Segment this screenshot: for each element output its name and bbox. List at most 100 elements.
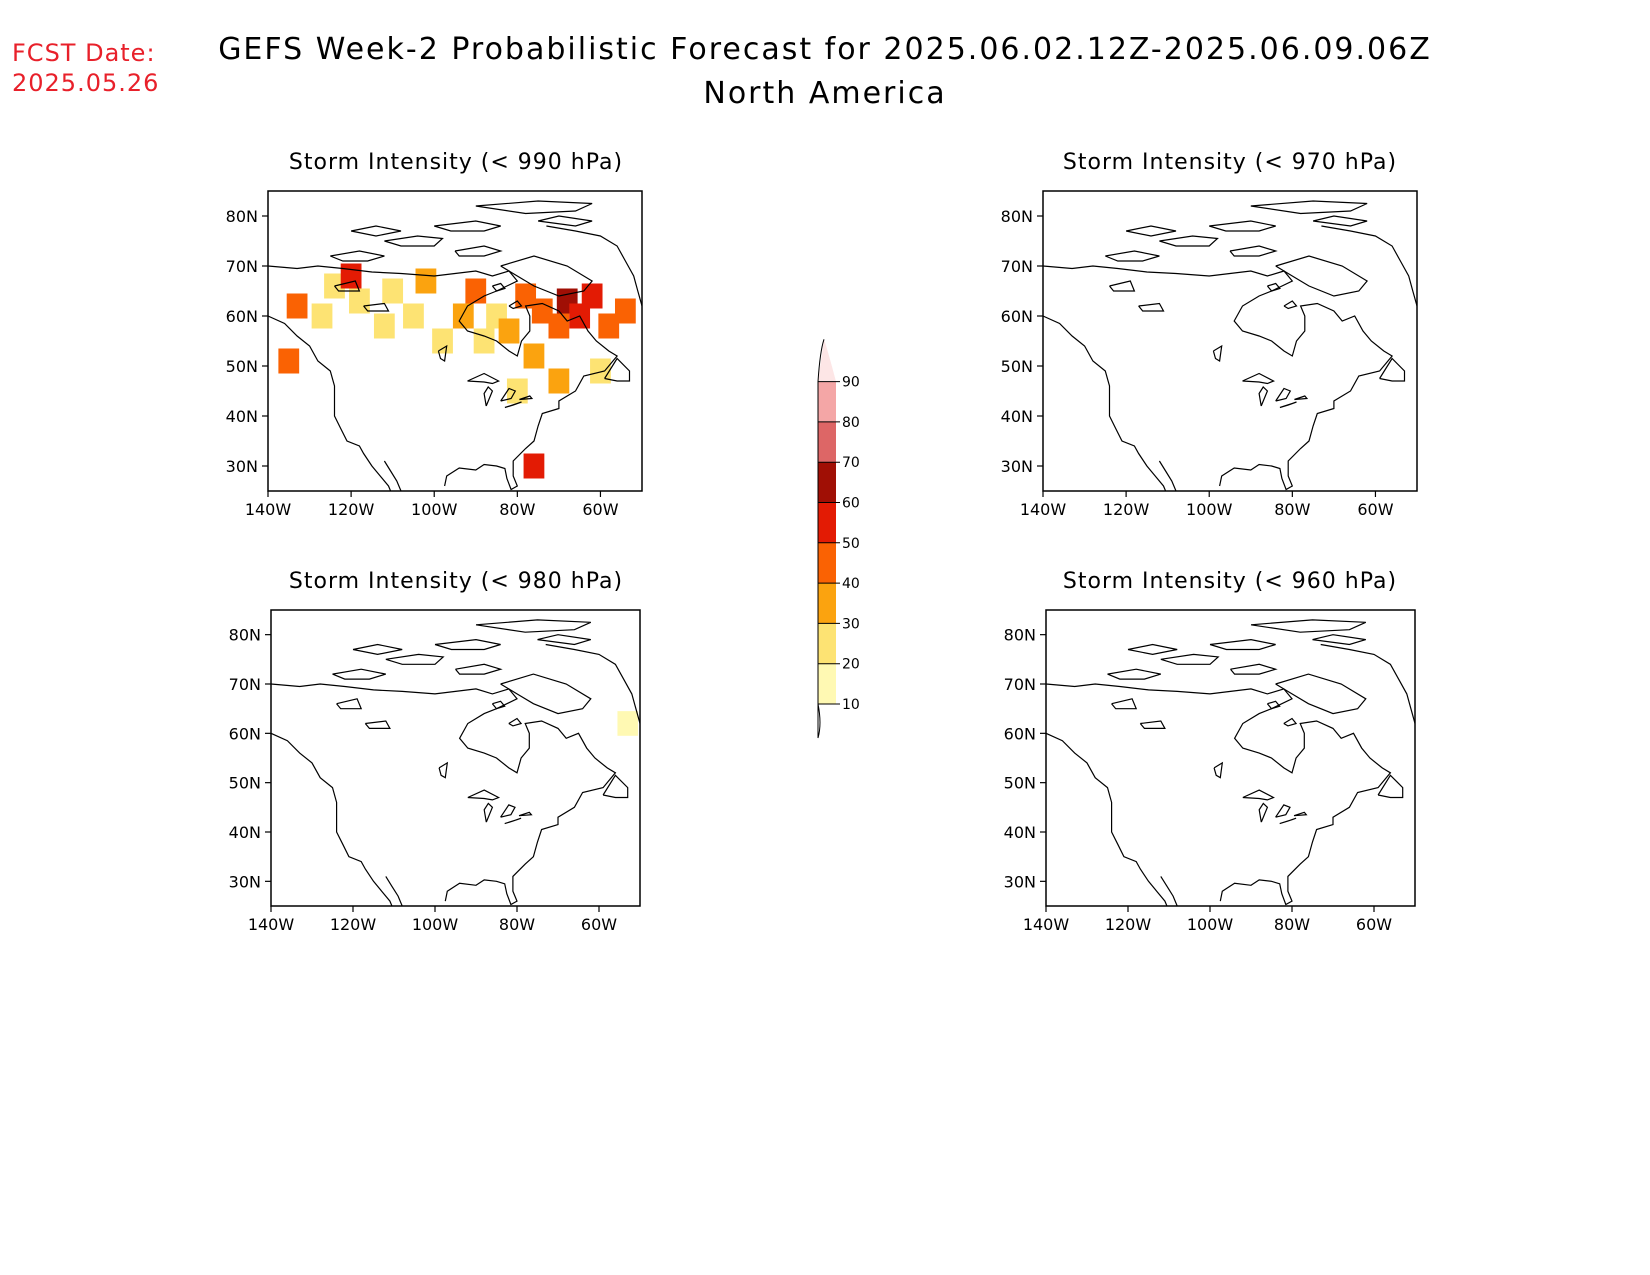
colorbar-swatch bbox=[818, 542, 836, 584]
coastline bbox=[1160, 653, 1220, 665]
colorbar-swatch bbox=[818, 339, 836, 382]
coastline bbox=[1250, 200, 1368, 215]
coastline bbox=[385, 876, 403, 906]
lon-tick-label: 100W bbox=[412, 915, 459, 934]
lon-tick-label: 120W bbox=[1103, 500, 1150, 519]
colorbar-label: 60 bbox=[842, 496, 860, 512]
coastline bbox=[1230, 663, 1278, 675]
coastline bbox=[508, 717, 523, 727]
probability-cell bbox=[548, 368, 570, 394]
coastline bbox=[1258, 802, 1269, 823]
probability-cell bbox=[590, 358, 611, 384]
lon-tick-label: 140W bbox=[1023, 915, 1070, 934]
coastline bbox=[383, 460, 402, 491]
lon-tick-label: 100W bbox=[411, 500, 458, 519]
coastline bbox=[454, 245, 503, 257]
probability-cell bbox=[311, 303, 333, 329]
lon-tick-label: 120W bbox=[1105, 915, 1152, 934]
colorbar: 10 20 30 40 50 60 70 80 90 bbox=[817, 339, 860, 739]
coastline bbox=[268, 315, 392, 491]
probability-cell bbox=[548, 313, 570, 339]
coastline bbox=[271, 683, 617, 906]
coastline bbox=[1159, 235, 1219, 247]
probability-cell bbox=[278, 348, 300, 374]
probability-cell bbox=[340, 263, 362, 289]
coastline bbox=[1209, 638, 1276, 651]
coastline bbox=[336, 698, 363, 710]
lon-tick-label: 60W bbox=[581, 915, 617, 934]
coastline bbox=[504, 401, 522, 409]
panel-title-970: Storm Intensity (< 970 hPa) bbox=[1062, 150, 1398, 175]
map-frame bbox=[1042, 190, 1418, 492]
coastline bbox=[491, 282, 506, 292]
probability-cell bbox=[581, 283, 603, 309]
colorbar-swatch bbox=[818, 502, 836, 543]
probability-cell bbox=[617, 711, 638, 736]
lat-tick-label: 60N bbox=[1001, 307, 1033, 326]
coastline bbox=[1250, 619, 1367, 633]
colorbar-swatch bbox=[818, 462, 836, 503]
probability-cell bbox=[382, 278, 404, 304]
coastline bbox=[1275, 673, 1367, 715]
coastline bbox=[1312, 634, 1366, 646]
coastline bbox=[434, 638, 501, 651]
lat-tick-label: 80N bbox=[1004, 626, 1036, 645]
lat-tick-label: 40N bbox=[1001, 407, 1033, 426]
coastline bbox=[332, 668, 386, 680]
lat-tick-label: 70N bbox=[229, 675, 261, 694]
coastline bbox=[1111, 698, 1138, 710]
coastline bbox=[1293, 811, 1308, 817]
coastline bbox=[500, 387, 517, 402]
coastline bbox=[467, 372, 501, 385]
coastline bbox=[437, 344, 448, 362]
lon-tick-label: 120W bbox=[330, 915, 377, 934]
colorbar-label: 20 bbox=[842, 657, 860, 673]
colorbar-label: 90 bbox=[842, 375, 860, 391]
probability-cell bbox=[324, 273, 345, 299]
coastline bbox=[491, 700, 506, 710]
forecast-date: FCST Date: 2025.05.26 bbox=[12, 38, 159, 98]
probability-cell bbox=[473, 328, 495, 354]
coastline bbox=[500, 804, 516, 818]
probability-cell bbox=[403, 303, 424, 329]
lat-tick-label: 50N bbox=[1004, 774, 1036, 793]
lat-tick-label: 50N bbox=[229, 774, 261, 793]
coastline bbox=[384, 235, 444, 247]
coastline bbox=[1212, 344, 1223, 362]
coastline bbox=[330, 250, 385, 262]
coastline bbox=[518, 811, 533, 817]
coastline bbox=[1377, 774, 1404, 799]
probability-cell bbox=[452, 303, 474, 329]
coastline bbox=[1320, 643, 1415, 724]
colorbar-label: 70 bbox=[842, 455, 860, 471]
probability-cell bbox=[432, 328, 453, 354]
coastline bbox=[1043, 315, 1167, 491]
coastline bbox=[438, 761, 449, 779]
coastline bbox=[483, 386, 494, 407]
lat-tick-label: 60N bbox=[1004, 724, 1036, 743]
coastline bbox=[1258, 386, 1269, 407]
coastline bbox=[475, 200, 593, 215]
lon-tick-label: 60W bbox=[1356, 915, 1392, 934]
probability-cell bbox=[523, 343, 545, 369]
probability-cell bbox=[523, 453, 545, 479]
lon-tick-label: 80W bbox=[499, 500, 535, 519]
probability-cell bbox=[506, 378, 528, 404]
coastline bbox=[1125, 225, 1177, 237]
coastline bbox=[500, 673, 592, 715]
coastline bbox=[519, 395, 534, 401]
probability-cell bbox=[373, 313, 395, 339]
coastline bbox=[604, 357, 631, 382]
region-subtitle: North America bbox=[703, 76, 947, 111]
lon-tick-label: 140W bbox=[1020, 500, 1067, 519]
coastline bbox=[1046, 732, 1168, 906]
coastline bbox=[1213, 761, 1224, 779]
coastline bbox=[334, 280, 361, 292]
map-panel-p970: 80N 70N 60N 50N 40N 30N 140W 120W 100W 80W 60W bbox=[1001, 190, 1418, 519]
lon-tick-label: 100W bbox=[1186, 500, 1233, 519]
coastline bbox=[1279, 817, 1297, 825]
coastline bbox=[1046, 683, 1392, 906]
probability-cell bbox=[415, 268, 437, 294]
colorbar-swatch bbox=[818, 421, 836, 463]
coastline bbox=[508, 300, 523, 310]
